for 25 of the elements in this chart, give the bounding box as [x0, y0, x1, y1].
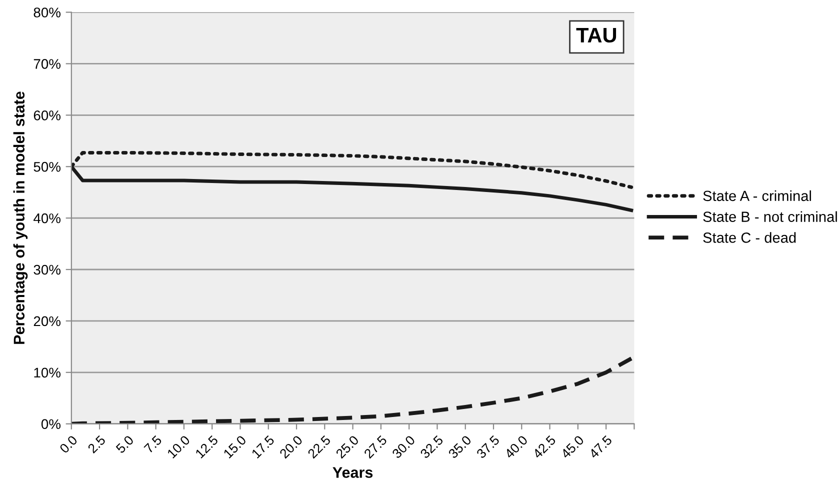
y-tick-label: 0%: [41, 419, 60, 430]
y-tick-label: 50%: [34, 162, 60, 172]
y-tick-label: 80%: [34, 8, 60, 18]
y-tick-label: 70%: [34, 59, 60, 69]
y-tick-label: 20%: [34, 316, 60, 326]
x-tick-label: 40.0: [504, 434, 528, 460]
y-tick-label: 10%: [34, 368, 60, 378]
x-tick-label: 30.0: [392, 434, 416, 459]
x-axis-title: Years: [332, 467, 373, 478]
annotation: TAU: [576, 28, 616, 43]
y-tick-label: 40%: [34, 213, 60, 224]
x-tick-label: 5.0: [115, 434, 134, 454]
x-tick-label: 45.0: [560, 434, 584, 460]
y-axis-title: Percentage of youth in model state: [13, 92, 28, 344]
x-tick-label: 47.5: [588, 435, 613, 460]
x-tick-label: 7.5: [144, 435, 162, 454]
x-tick-label: 35.0: [448, 434, 472, 459]
legend-label: State C - dead: [703, 232, 796, 243]
y-tick-label: 60%: [34, 110, 60, 120]
x-tick-label: 42.5: [532, 434, 556, 460]
y-tick-label: 30%: [34, 264, 60, 275]
x-tick-label: 0.0: [59, 434, 78, 454]
legend-label: State B - not criminal: [703, 211, 837, 222]
legend-label: State A - criminal: [703, 190, 811, 202]
x-tick-label: 2.5: [87, 434, 106, 454]
